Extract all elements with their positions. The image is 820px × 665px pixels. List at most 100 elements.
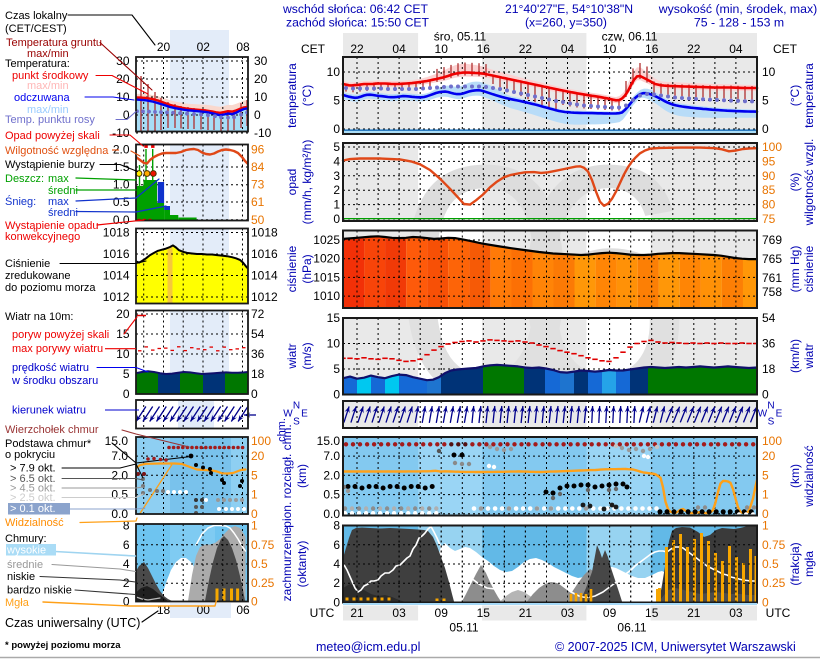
svg-text:(oktanty): (oktanty): [295, 541, 309, 588]
svg-text:08: 08: [236, 40, 250, 54]
svg-text:(m/s): (m/s): [300, 342, 314, 369]
svg-text:Podstawa chmur*: Podstawa chmur*: [5, 438, 92, 450]
svg-text:kierunek wiatru: kierunek wiatru: [12, 405, 86, 417]
svg-text:0: 0: [123, 108, 130, 122]
svg-text:20: 20: [116, 307, 130, 321]
svg-text:09: 09: [603, 606, 617, 620]
svg-text:zachmurzenie: zachmurzenie: [280, 526, 294, 601]
svg-text:0.25: 0.25: [251, 576, 275, 590]
svg-text:04: 04: [392, 42, 406, 56]
svg-text:4: 4: [333, 154, 340, 168]
svg-text:765: 765: [762, 252, 782, 266]
svg-text:73: 73: [251, 178, 265, 192]
svg-text:konwekcyjnego: konwekcyjnego: [5, 231, 80, 243]
svg-text:15.0: 15.0: [105, 434, 129, 448]
svg-text:> 4.5 okt.: > 4.5 okt.: [10, 483, 56, 495]
svg-text:0.5: 0.5: [251, 557, 268, 571]
svg-text:(mm Hg): (mm Hg): [788, 246, 802, 293]
svg-text:6: 6: [123, 538, 130, 552]
svg-text:61: 61: [251, 195, 265, 209]
svg-text:761: 761: [762, 271, 782, 285]
svg-text:punkt środkowy: punkt środkowy: [12, 70, 89, 82]
svg-text:temperatura: temperatura: [802, 63, 816, 128]
svg-text:2.0: 2.0: [111, 468, 128, 482]
svg-text:1.5: 1.5: [113, 160, 130, 174]
svg-text:03: 03: [729, 606, 743, 620]
svg-text:1018: 1018: [251, 226, 278, 240]
svg-text:0: 0: [762, 388, 769, 402]
svg-text:5: 5: [762, 468, 769, 482]
svg-text:max: max: [48, 173, 69, 185]
svg-text:0.0: 0.0: [323, 507, 340, 521]
svg-text:chm.: chm.: [276, 418, 288, 442]
svg-text:20: 20: [254, 72, 268, 86]
svg-text:18: 18: [251, 367, 265, 381]
svg-text:zachód słońca: 15:50 CET: zachód słońca: 15:50 CET: [286, 16, 430, 30]
svg-text:średnie: średnie: [7, 559, 43, 571]
svg-text:0: 0: [762, 596, 769, 610]
svg-text:1: 1: [251, 519, 258, 533]
svg-text:1020: 1020: [313, 252, 340, 266]
svg-text:UTC: UTC: [766, 606, 791, 620]
svg-text:54: 54: [762, 311, 776, 325]
svg-text:temperatura: temperatura: [285, 63, 299, 128]
svg-text:0.5: 0.5: [113, 195, 130, 209]
svg-text:Czas lokalny: Czas lokalny: [5, 10, 68, 22]
svg-text:widzialność: widzialność: [802, 445, 816, 507]
svg-text:2: 2: [333, 183, 340, 197]
svg-text:E: E: [301, 409, 308, 420]
svg-text:Wystąpienie opadu: Wystąpienie opadu: [5, 220, 98, 232]
svg-text:1012: 1012: [251, 290, 278, 304]
svg-text:85: 85: [762, 183, 776, 197]
svg-text:Chmury:: Chmury:: [5, 533, 47, 545]
svg-text:0: 0: [333, 596, 340, 610]
svg-text:wiatr: wiatr: [285, 343, 299, 369]
svg-text:72: 72: [251, 307, 265, 321]
svg-text:75: 75: [762, 212, 776, 226]
svg-text:0: 0: [254, 108, 261, 122]
svg-text:(x=260, y=350): (x=260, y=350): [525, 16, 607, 30]
svg-text:0.75: 0.75: [251, 538, 275, 552]
svg-text:10: 10: [762, 65, 776, 79]
svg-text:Wierzchołek chmur: Wierzchołek chmur: [5, 424, 99, 436]
svg-text:(km): (km): [788, 464, 802, 488]
svg-text:(km): (km): [295, 464, 309, 488]
svg-text:czw, 06.11: czw, 06.11: [602, 30, 658, 44]
svg-text:1: 1: [762, 519, 769, 533]
svg-text:6: 6: [510, 96, 694, 465]
svg-text:1015: 1015: [313, 270, 340, 284]
svg-text:ciśnienie: ciśnienie: [802, 245, 816, 292]
svg-text:30: 30: [116, 54, 130, 68]
svg-text:100: 100: [251, 434, 271, 448]
svg-text:758: 758: [762, 285, 782, 299]
svg-text:18: 18: [762, 362, 776, 376]
svg-text:21: 21: [687, 606, 701, 620]
svg-text:N: N: [767, 401, 774, 412]
svg-text:(km/h): (km/h): [788, 339, 802, 373]
svg-text:21: 21: [519, 606, 533, 620]
svg-text:do poziomu morza: do poziomu morza: [5, 282, 96, 294]
svg-text:o pokryciu: o pokryciu: [5, 449, 55, 461]
svg-text:W: W: [283, 409, 293, 420]
svg-text:20: 20: [157, 40, 171, 54]
svg-text:75 - 128 - 153 m: 75 - 128 - 153 m: [694, 16, 784, 30]
svg-text:2: 2: [333, 576, 340, 590]
svg-text:średni: średni: [48, 207, 78, 219]
svg-text:mgła: mgła: [802, 551, 816, 577]
svg-text:Mgła: Mgła: [5, 597, 30, 609]
svg-text:0: 0: [762, 122, 769, 136]
svg-text:UTC: UTC: [310, 606, 335, 620]
svg-text:max porywy wiatru: max porywy wiatru: [12, 343, 103, 355]
svg-text:4: 4: [123, 557, 130, 571]
svg-text:wschód słońca: 06:42 CET: wschód słońca: 06:42 CET: [282, 2, 429, 16]
svg-text:0.5: 0.5: [323, 488, 340, 502]
svg-text:1025: 1025: [313, 233, 340, 247]
svg-text:18: 18: [157, 603, 171, 617]
svg-text:E: E: [776, 409, 783, 420]
svg-text:7.0: 7.0: [323, 449, 340, 463]
svg-text:21°40'27"E, 54°10'38"N: 21°40'27"E, 54°10'38"N: [505, 2, 633, 16]
svg-text:0: 0: [251, 595, 258, 609]
svg-text:10: 10: [116, 90, 130, 104]
svg-text:> 6.5 okt.: > 6.5 okt.: [10, 473, 56, 485]
svg-text:Ciśnienie: Ciśnienie: [5, 258, 50, 270]
